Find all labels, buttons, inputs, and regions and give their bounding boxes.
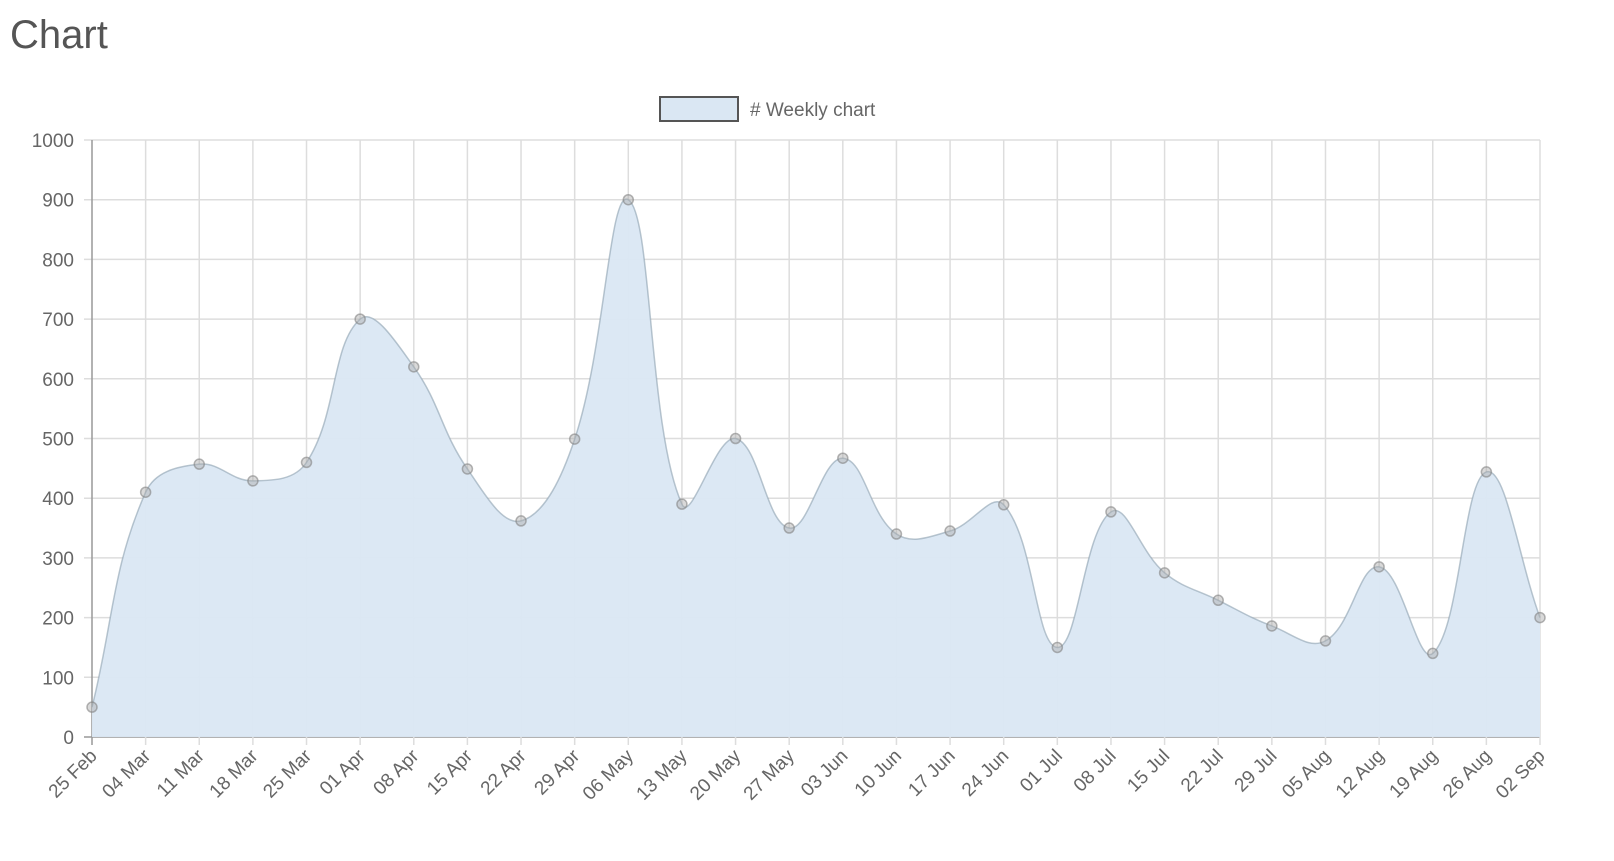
x-tick-label: 11 Mar: [153, 745, 209, 801]
y-tick-label: 100: [42, 668, 74, 689]
x-tick-label: 18 Mar: [206, 745, 263, 802]
y-tick-label: 300: [42, 549, 74, 570]
point: [1534, 611, 1546, 624]
x-tick-label: 01 Jul: [1016, 746, 1067, 797]
x-tick-label: 25 Feb: [45, 746, 102, 803]
y-tick-label: 500: [42, 430, 74, 451]
x-tick-label: 08 Apr: [370, 745, 424, 799]
y-tick-label: 700: [42, 310, 74, 331]
x-tick-label: 15 Jul: [1123, 746, 1174, 797]
point: [247, 475, 259, 487]
x-tick-label: 05 Aug: [1278, 746, 1335, 803]
y-tick-label: 200: [42, 609, 74, 630]
x-tick-label: 29 Apr: [531, 745, 585, 799]
point: [783, 522, 795, 534]
point: [408, 361, 420, 373]
line: [91, 198, 1541, 708]
point: [1212, 594, 1224, 607]
point: [1158, 567, 1171, 579]
x-tick-label: 03 Jun: [797, 746, 852, 801]
legend-label: # Weekly chart: [750, 100, 876, 121]
y-tick-label: 600: [42, 370, 74, 391]
chart-title: Chart: [10, 13, 108, 57]
point: [729, 432, 742, 445]
x-tick-label: 20 May: [686, 745, 745, 804]
x-tick-label: 26 Aug: [1439, 746, 1496, 803]
x-tick-label: 10 Jun: [851, 746, 906, 801]
x-tick-label: 12 Aug: [1332, 746, 1389, 803]
x-tick-label: 27 May: [740, 745, 799, 804]
point: [1480, 466, 1493, 478]
x-tick-label: 04 Mar: [98, 745, 155, 802]
x-tick-label: 06 May: [579, 745, 638, 804]
point: [1105, 506, 1117, 518]
y-tick-label: 400: [42, 489, 74, 510]
x-tick-label: 24 Jun: [958, 746, 1013, 801]
area: [92, 199, 1540, 737]
x-tick-label: 17 Jun: [904, 746, 959, 801]
point: [515, 515, 527, 527]
point: [1426, 647, 1439, 660]
x-tick-label: 08 Jul: [1070, 746, 1121, 797]
y-tick-label: 900: [42, 191, 74, 212]
point: [193, 458, 206, 470]
point: [1266, 620, 1278, 632]
x-tick-label: 13 May: [633, 745, 692, 804]
legend-swatch: [659, 96, 739, 122]
x-tick-label: 15 Apr: [423, 745, 477, 799]
y-tick-label: 0: [63, 728, 74, 749]
point: [622, 193, 635, 206]
y-tick-label: 1000: [32, 131, 74, 152]
x-tick-label: 01 Apr: [316, 745, 370, 799]
point: [676, 498, 688, 510]
x-tick-label: 22 Apr: [477, 745, 531, 799]
point: [944, 525, 956, 537]
point: [1373, 561, 1385, 573]
point: [300, 456, 313, 469]
x-tick-label: 29 Jul: [1231, 746, 1282, 797]
point: [997, 499, 1010, 511]
y-tick-label: 800: [42, 250, 74, 271]
point: [461, 463, 474, 475]
point: [354, 313, 366, 325]
point: [890, 528, 903, 540]
point: [837, 452, 849, 464]
point: [1319, 635, 1332, 647]
x-tick-label: 19 Aug: [1386, 746, 1443, 803]
point: [1051, 641, 1064, 654]
x-tick-label: 22 Jul: [1177, 746, 1228, 797]
x-tick-label: 02 Sep: [1492, 746, 1549, 803]
point: [139, 486, 152, 498]
point: [568, 433, 581, 445]
point: [86, 701, 98, 713]
x-tick-label: 25 Mar: [259, 745, 316, 802]
